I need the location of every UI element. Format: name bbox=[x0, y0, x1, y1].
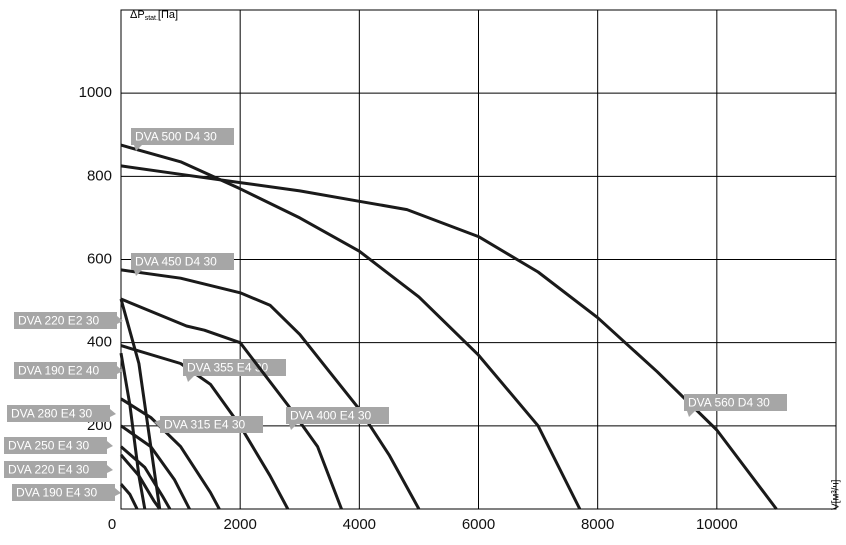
x-tick-label: 2000 bbox=[223, 516, 256, 533]
y-tick-label: 400 bbox=[87, 334, 112, 351]
label-pointer bbox=[117, 316, 123, 324]
label-pointer bbox=[134, 270, 142, 276]
x-tick-label: 0 bbox=[108, 516, 116, 533]
y-label-sub: stat. bbox=[145, 15, 158, 22]
curve-label: DVA 560 D4 30 bbox=[684, 394, 787, 417]
curve-label: DVA 500 D4 30 bbox=[131, 128, 234, 151]
x-tick-label: 10000 bbox=[696, 516, 738, 533]
curve bbox=[119, 483, 139, 510]
y-tick-label: 600 bbox=[87, 250, 112, 267]
label-box bbox=[131, 253, 234, 270]
label-pointer bbox=[117, 366, 123, 374]
curve-label: DVA 280 E4 30 bbox=[7, 405, 116, 422]
label-box bbox=[7, 405, 110, 422]
curve-label: DVA 315 E4 30 bbox=[154, 416, 263, 433]
label-text: DVA 560 D4 30 bbox=[688, 396, 770, 410]
curve bbox=[120, 344, 290, 510]
label-text: DVA 315 E4 30 bbox=[164, 418, 245, 432]
x-tick-label: 4000 bbox=[343, 516, 376, 533]
label-pointer bbox=[289, 424, 297, 430]
y-label-unit: [Па] bbox=[158, 9, 178, 21]
curve bbox=[120, 268, 421, 510]
label-text: DVA 190 E2 40 bbox=[18, 364, 99, 378]
curve bbox=[120, 424, 191, 510]
label-text: DVA 355 E4 30 bbox=[187, 361, 268, 375]
label-pointer bbox=[154, 420, 160, 428]
label-pointer bbox=[107, 441, 113, 449]
label-text: DVA 220 E2 30 bbox=[18, 314, 99, 328]
curve-label: DVA 400 E4 30 bbox=[286, 407, 389, 430]
label-pointer bbox=[110, 409, 116, 417]
y-tick-label: 1000 bbox=[79, 84, 112, 101]
label-pointer bbox=[107, 465, 113, 473]
label-box bbox=[4, 437, 107, 454]
label-text: DVA 280 E4 30 bbox=[11, 407, 92, 421]
label-box bbox=[12, 484, 115, 501]
label-box bbox=[14, 362, 117, 379]
curve bbox=[120, 397, 221, 510]
curve-label: DVA 190 E2 40 bbox=[14, 362, 123, 379]
plot-frame bbox=[120, 9, 837, 510]
curve bbox=[120, 297, 343, 510]
label-text: DVA 190 E4 30 bbox=[16, 486, 97, 500]
curve-label: DVA 220 E2 30 bbox=[14, 312, 123, 329]
curve-label: DVA 355 E4 30 bbox=[183, 359, 286, 382]
label-box bbox=[286, 407, 389, 424]
y-tick-label: 800 bbox=[87, 167, 112, 184]
label-text: DVA 250 E4 30 bbox=[8, 439, 89, 453]
label-box bbox=[183, 359, 286, 376]
curve-label: DVA 450 D4 30 bbox=[131, 253, 234, 276]
curve bbox=[120, 445, 172, 510]
x-tick-label: 8000 bbox=[581, 516, 614, 533]
label-box bbox=[684, 394, 787, 411]
label-box bbox=[14, 312, 117, 329]
curve bbox=[120, 164, 778, 510]
label-box bbox=[131, 128, 234, 145]
y-label-main: ΔP bbox=[130, 9, 145, 21]
curve bbox=[120, 143, 582, 510]
label-box bbox=[4, 461, 107, 478]
curve-label: DVA 190 E4 30 bbox=[12, 484, 121, 501]
x-tick-label: 6000 bbox=[462, 516, 495, 533]
curve bbox=[119, 298, 162, 510]
y-axis-label: ΔPstat.[Па] bbox=[130, 9, 178, 22]
curve bbox=[119, 352, 147, 510]
curve-label: DVA 250 E4 30 bbox=[4, 437, 113, 454]
label-text: DVA 450 D4 30 bbox=[135, 255, 217, 269]
label-pointer bbox=[115, 488, 121, 496]
curve bbox=[119, 453, 161, 510]
curve-label: DVA 220 E4 30 bbox=[4, 461, 113, 478]
label-text: DVA 500 D4 30 bbox=[135, 130, 217, 144]
label-pointer bbox=[687, 411, 695, 417]
label-pointer bbox=[186, 376, 194, 382]
label-box bbox=[160, 416, 263, 433]
label-text: DVA 220 E4 30 bbox=[8, 463, 89, 477]
label-pointer bbox=[134, 145, 142, 151]
label-text: DVA 400 E4 30 bbox=[290, 409, 371, 423]
